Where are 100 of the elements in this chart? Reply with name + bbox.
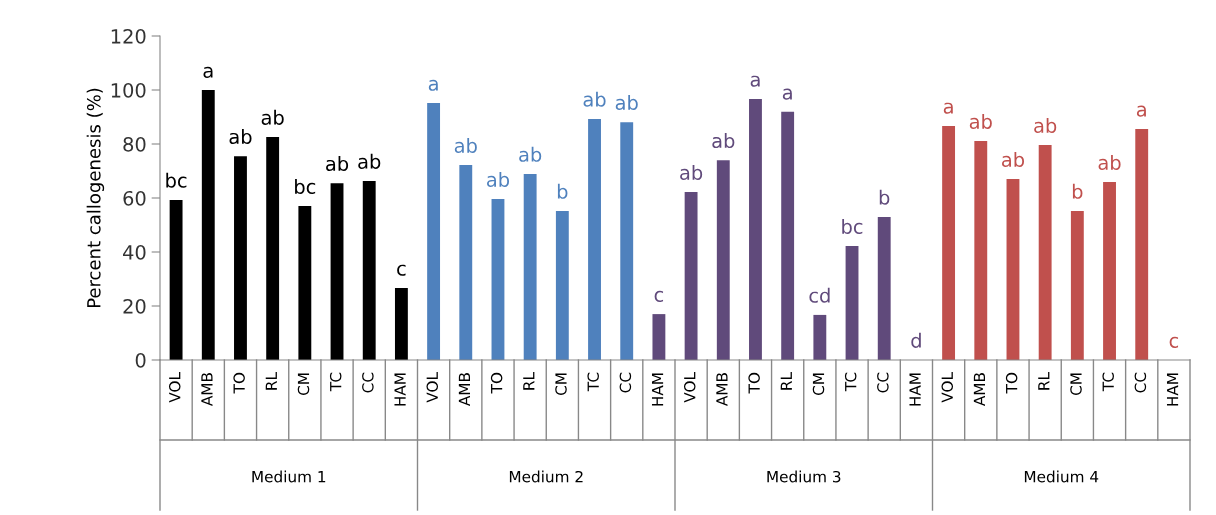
bar xyxy=(1070,210,1084,360)
bar xyxy=(781,111,795,360)
data-label: a xyxy=(428,79,438,91)
data-label: a xyxy=(1136,105,1146,117)
data-label: c xyxy=(397,264,406,276)
data-label: bc xyxy=(166,172,187,188)
x-tick-label: HAM xyxy=(394,373,406,406)
bar xyxy=(749,98,762,360)
bar xyxy=(845,246,859,360)
text: Medium 2 xyxy=(509,470,583,483)
bar xyxy=(1135,128,1149,360)
x-tick-label: CM xyxy=(555,373,567,395)
bar xyxy=(459,165,473,360)
x-tick-label: RL xyxy=(780,372,792,390)
x-tick-label: CC xyxy=(877,372,889,393)
x-tick-label: HAM xyxy=(909,373,921,406)
data-label: ab xyxy=(969,113,992,129)
data-label: d xyxy=(911,332,921,348)
x-tick-label: TC xyxy=(1102,372,1114,392)
x-tick-label: CC xyxy=(619,372,632,393)
bar xyxy=(716,160,730,360)
x-tick-label: TC xyxy=(329,372,342,392)
bar xyxy=(427,102,441,360)
data-label: ab xyxy=(583,91,606,107)
bar xyxy=(1103,182,1116,360)
bar xyxy=(491,199,505,360)
x-tick-label: VOL xyxy=(168,372,181,403)
bar xyxy=(394,287,408,360)
x-tick-label: HAM xyxy=(1166,373,1179,406)
y-tick-label: 120 xyxy=(111,28,146,44)
data-label: c xyxy=(1169,336,1179,348)
x-tick-label: TO xyxy=(490,372,503,394)
x-tick-label: CM xyxy=(297,373,310,395)
x-tick-label: TO xyxy=(748,372,760,394)
bar xyxy=(266,136,280,360)
data-label: a xyxy=(943,102,953,114)
x-tick-label: TC xyxy=(844,372,857,392)
x-tick-label: CC xyxy=(1134,372,1147,393)
data-label: cd xyxy=(809,287,830,303)
data-label: ab xyxy=(358,153,381,169)
data-label: ab xyxy=(1034,117,1057,133)
x-tick-label: VOL xyxy=(426,372,439,403)
data-label: bc xyxy=(295,178,316,194)
bar xyxy=(362,180,376,360)
x-tick-label: RL xyxy=(1038,372,1050,390)
x-tick-label: AMB xyxy=(716,373,728,406)
y-axis-title: Percent callogenesis (%) xyxy=(86,88,105,308)
x-tick-label: TO xyxy=(233,372,245,394)
bar xyxy=(330,183,344,360)
data-label: b xyxy=(557,183,568,199)
bar xyxy=(234,156,247,360)
bar xyxy=(620,122,634,360)
y-tick-label: 40 xyxy=(123,244,146,260)
bar xyxy=(1038,145,1052,360)
data-label: b xyxy=(879,189,890,205)
data-label: a xyxy=(782,88,792,100)
x-tick-label: TO xyxy=(1005,372,1018,394)
data-label: ab xyxy=(1002,151,1025,167)
data-label: ab xyxy=(454,137,477,153)
bar xyxy=(877,216,891,360)
x-tick-label: CM xyxy=(812,373,825,395)
x-tick-label: VOL xyxy=(941,372,954,403)
y-tick-label: 80 xyxy=(123,136,146,152)
text: Medium 1 xyxy=(252,470,326,483)
bar xyxy=(942,125,956,360)
bar xyxy=(169,199,183,360)
bar xyxy=(201,90,215,360)
y-tick-label: 0 xyxy=(135,352,146,368)
data-label: bc xyxy=(842,218,863,234)
text: Medium 3 xyxy=(767,470,841,483)
y-tick-label: 60 xyxy=(123,190,146,206)
x-tick-label: RL xyxy=(523,372,535,390)
bar xyxy=(652,314,666,360)
bar xyxy=(588,118,601,360)
data-label: ab xyxy=(261,109,284,125)
data-label: a xyxy=(750,75,760,87)
bar xyxy=(523,173,537,360)
x-tick-label: HAM xyxy=(651,373,664,406)
x-tick-label: TC xyxy=(587,372,599,392)
x-tick-label: CM xyxy=(1070,373,1082,395)
data-label: ab xyxy=(229,129,252,145)
data-label: ab xyxy=(1098,154,1121,170)
bar xyxy=(684,192,698,360)
y-tick-label: 100 xyxy=(111,82,146,98)
data-label: ab xyxy=(680,164,703,180)
bar xyxy=(298,206,312,360)
data-label: b xyxy=(1072,183,1083,199)
x-tick-label: AMB xyxy=(458,373,470,406)
x-tick-label: AMB xyxy=(201,373,213,406)
data-label: ab xyxy=(519,146,542,162)
data-label: c xyxy=(654,290,664,302)
x-tick-label: RL xyxy=(265,372,277,390)
data-label: ab xyxy=(487,171,510,187)
bar xyxy=(813,314,827,360)
bar xyxy=(974,141,988,360)
data-label: ab xyxy=(615,94,638,111)
x-tick-label: AMB xyxy=(973,373,985,406)
x-tick-label: VOL xyxy=(683,372,696,403)
data-label: a xyxy=(203,66,213,78)
x-tick-label: CC xyxy=(362,372,374,393)
